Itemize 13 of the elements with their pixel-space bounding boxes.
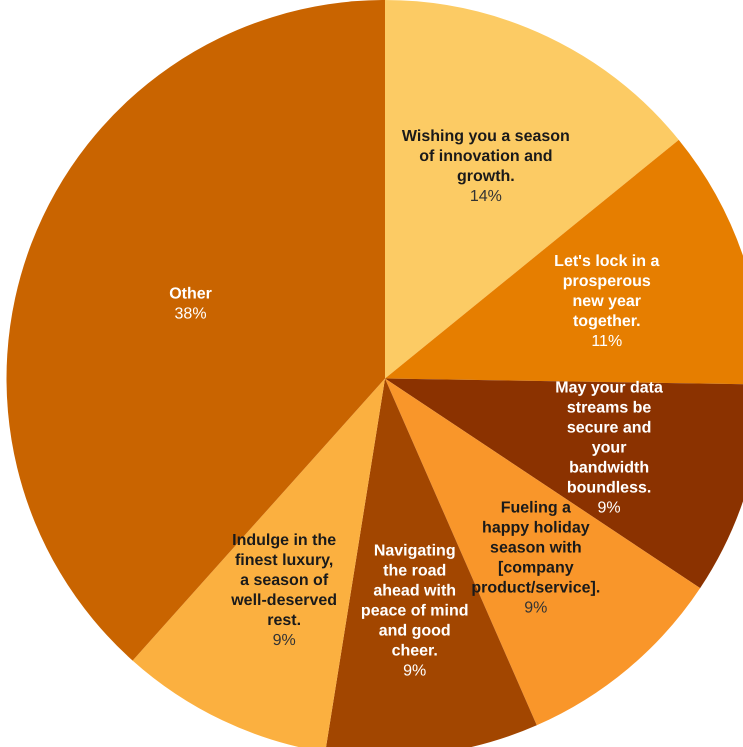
slice-label: May your data streams be secure and your bandwidth boundless.	[555, 380, 663, 497]
data-label: 38%	[174, 306, 207, 323]
slice-label: Other	[169, 286, 212, 303]
data-label: 9%	[598, 500, 621, 517]
data-label: 9%	[403, 662, 426, 680]
data-label: 11%	[591, 333, 622, 350]
slice-label: Indulge in the finest luxury, a season of well-deserved rest.	[230, 532, 338, 629]
slice-label: Wishing you a season of innovation and growth.	[402, 128, 570, 186]
data-label: 9%	[524, 600, 548, 617]
slice-label: Let's lock in a prosperous new year together.	[554, 253, 660, 330]
slice-label: Navigating the road ahead with peace of mind and good cheer.	[360, 542, 468, 660]
data-label: 9%	[272, 632, 296, 649]
data-label: 14%	[470, 188, 502, 206]
